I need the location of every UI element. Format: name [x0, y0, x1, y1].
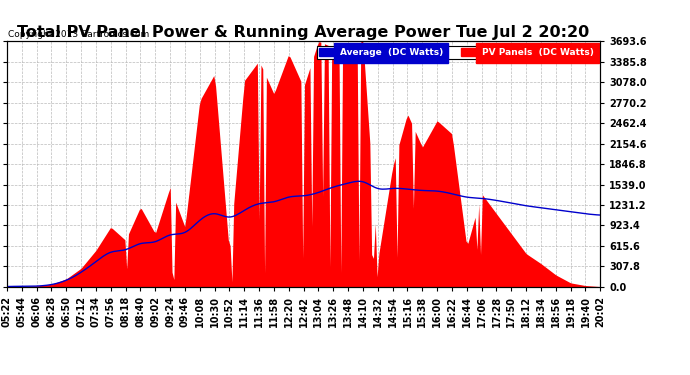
Title: Total PV Panel Power & Running Average Power Tue Jul 2 20:20: Total PV Panel Power & Running Average P…	[17, 25, 590, 40]
Text: Copyright 2013 Cartronics.com: Copyright 2013 Cartronics.com	[8, 30, 149, 39]
Legend: Average  (DC Watts), PV Panels  (DC Watts): Average (DC Watts), PV Panels (DC Watts)	[317, 46, 595, 59]
